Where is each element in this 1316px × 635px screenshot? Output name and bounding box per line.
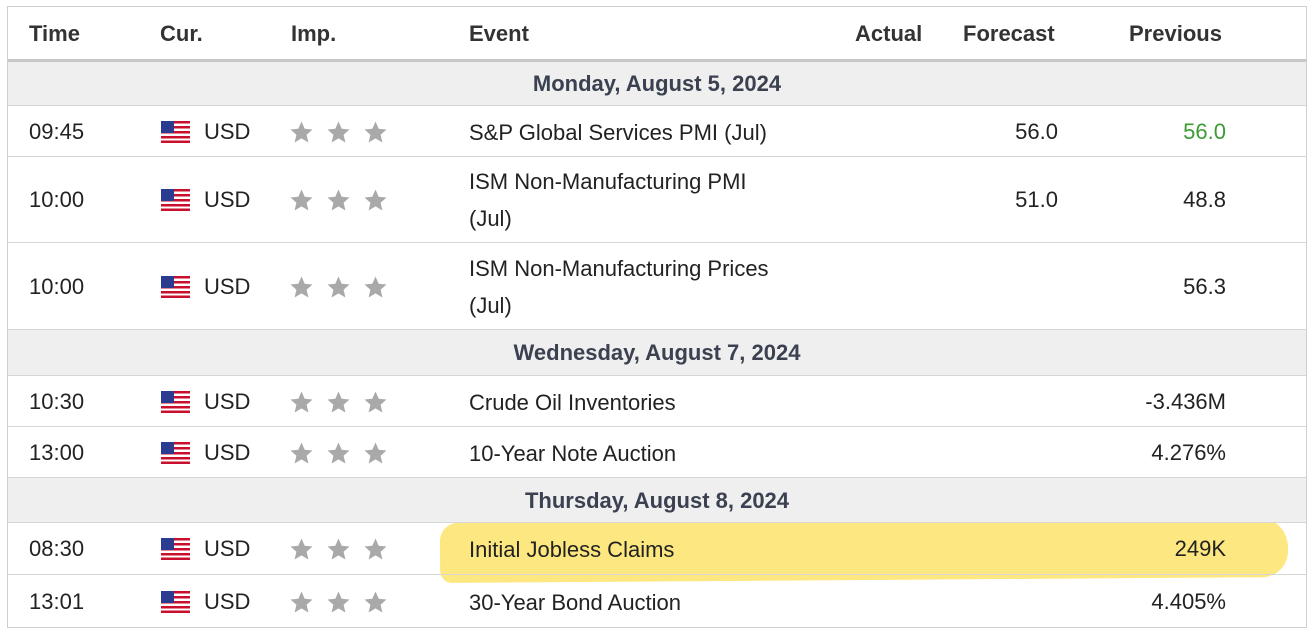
- currency-code: USD: [204, 119, 251, 144]
- previous-value: 56.3: [1183, 274, 1226, 299]
- importance-rating: [289, 188, 400, 217]
- header-time[interactable]: Time: [29, 21, 80, 46]
- event-time: 10:00: [29, 274, 85, 299]
- importance-rating: [289, 590, 400, 619]
- previous-value: -3.436M: [1145, 389, 1226, 414]
- table-header: Time Cur. Imp. Event Actual Forecast Pre…: [8, 7, 1306, 62]
- table-row[interactable]: 10:00 USD ISM Non-Manufacturing PMI (Jul) 51…: [8, 157, 1306, 243]
- forecast-value: 56.0: [1015, 119, 1058, 144]
- header-previous[interactable]: Previous: [1129, 21, 1222, 46]
- header-actual[interactable]: Actual: [855, 21, 923, 46]
- importance-star-icon: [363, 390, 388, 414]
- event-name[interactable]: 10-Year Note Auction: [469, 435, 676, 472]
- importance-star-icon: [363, 590, 388, 614]
- importance-star-icon: [289, 390, 314, 414]
- header-currency[interactable]: Cur.: [160, 21, 203, 46]
- forecast-value: 51.0: [1015, 187, 1058, 212]
- importance-star-icon: [363, 188, 388, 212]
- day-group-header: Monday, August 5, 2024: [8, 62, 1306, 106]
- importance-star-icon: [326, 590, 351, 614]
- day-group-header: Wednesday, August 7, 2024: [8, 330, 1306, 376]
- us-flag-icon: [161, 538, 190, 560]
- importance-star-icon: [363, 537, 388, 561]
- header-event[interactable]: Event: [469, 21, 529, 46]
- importance-rating: [289, 441, 400, 470]
- event-name[interactable]: Initial Jobless Claims: [469, 531, 674, 568]
- importance-rating: [289, 120, 400, 149]
- event-name-line1[interactable]: ISM Non-Manufacturing PMI: [469, 169, 747, 194]
- currency-code: USD: [204, 440, 251, 465]
- currency-code: USD: [204, 274, 251, 299]
- previous-value: 4.405%: [1151, 589, 1226, 614]
- table-row[interactable]: 13:01 USD 30-Year Bond Auction 4.405%: [8, 575, 1306, 627]
- event-name-line1[interactable]: ISM Non-Manufacturing Prices: [469, 256, 769, 281]
- importance-star-icon: [289, 537, 314, 561]
- header-importance[interactable]: Imp.: [291, 21, 337, 46]
- event-time: 10:00: [29, 187, 85, 212]
- importance-star-icon: [289, 590, 314, 614]
- importance-rating: [289, 275, 400, 304]
- us-flag-icon: [161, 189, 190, 211]
- event-name-line1[interactable]: S&P Global Services PMI (Jul): [469, 120, 767, 145]
- us-flag-icon: [161, 121, 190, 143]
- importance-star-icon: [363, 441, 388, 465]
- event-time: 09:45: [29, 119, 85, 144]
- us-flag-icon: [161, 276, 190, 298]
- event-time: 13:01: [29, 589, 85, 614]
- previous-value: 249K: [1174, 536, 1226, 561]
- us-flag-icon: [161, 442, 190, 464]
- day-group-header: Thursday, August 8, 2024: [8, 478, 1306, 523]
- table-row[interactable]: 13:00 USD 10-Year Note Auction 4.276%: [8, 427, 1306, 478]
- importance-star-icon: [326, 120, 351, 144]
- us-flag-icon: [161, 591, 190, 613]
- importance-star-icon: [289, 120, 314, 144]
- us-flag-icon: [161, 391, 190, 413]
- previous-value: 48.8: [1183, 187, 1226, 212]
- table-row[interactable]: 08:30 USD Initial Jobless Claims 249K: [8, 523, 1306, 575]
- header-forecast[interactable]: Forecast: [963, 21, 1055, 46]
- previous-value: 4.276%: [1151, 440, 1226, 465]
- event-name[interactable]: 30-Year Bond Auction: [469, 584, 681, 621]
- event-time: 10:30: [29, 389, 85, 414]
- event-time: 13:00: [29, 440, 85, 465]
- importance-star-icon: [289, 188, 314, 212]
- event-name-line1[interactable]: Initial Jobless Claims: [469, 537, 675, 562]
- table-row[interactable]: 10:00 USD ISM Non-Manufacturing Prices (Jul…: [8, 243, 1306, 330]
- currency-code: USD: [204, 589, 251, 614]
- currency-code: USD: [204, 389, 251, 414]
- event-name-line2[interactable]: (Jul): [469, 293, 512, 318]
- importance-star-icon: [289, 275, 314, 299]
- event-name-line2[interactable]: (Jul): [469, 206, 512, 231]
- table-row[interactable]: 09:45 USD S&P Global Services PMI (Jul) 56.…: [8, 106, 1306, 157]
- event-name-line1[interactable]: 30-Year Bond Auction: [469, 590, 682, 615]
- event-name[interactable]: ISM Non-Manufacturing Prices (Jul): [469, 250, 769, 324]
- currency-code: USD: [204, 536, 251, 561]
- importance-star-icon: [363, 120, 388, 144]
- event-name[interactable]: Crude Oil Inventories: [469, 384, 676, 421]
- importance-star-icon: [326, 275, 351, 299]
- event-name-line1[interactable]: 10-Year Note Auction: [469, 441, 677, 466]
- event-name[interactable]: S&P Global Services PMI (Jul): [469, 114, 767, 151]
- currency-code: USD: [204, 187, 251, 212]
- event-name[interactable]: ISM Non-Manufacturing PMI (Jul): [469, 163, 747, 237]
- event-name-line1[interactable]: Crude Oil Inventories: [469, 390, 676, 415]
- importance-star-icon: [289, 441, 314, 465]
- previous-value: 56.0: [1183, 119, 1226, 144]
- importance-star-icon: [326, 188, 351, 212]
- importance-star-icon: [326, 441, 351, 465]
- importance-star-icon: [326, 390, 351, 414]
- event-time: 08:30: [29, 536, 85, 561]
- importance-rating: [289, 537, 400, 566]
- table-row[interactable]: 10:30 USD Crude Oil Inventories -3.436M: [8, 376, 1306, 427]
- importance-star-icon: [363, 275, 388, 299]
- economic-calendar-table: Time Cur. Imp. Event Actual Forecast Pre…: [7, 6, 1307, 628]
- importance-star-icon: [326, 537, 351, 561]
- importance-rating: [289, 390, 400, 419]
